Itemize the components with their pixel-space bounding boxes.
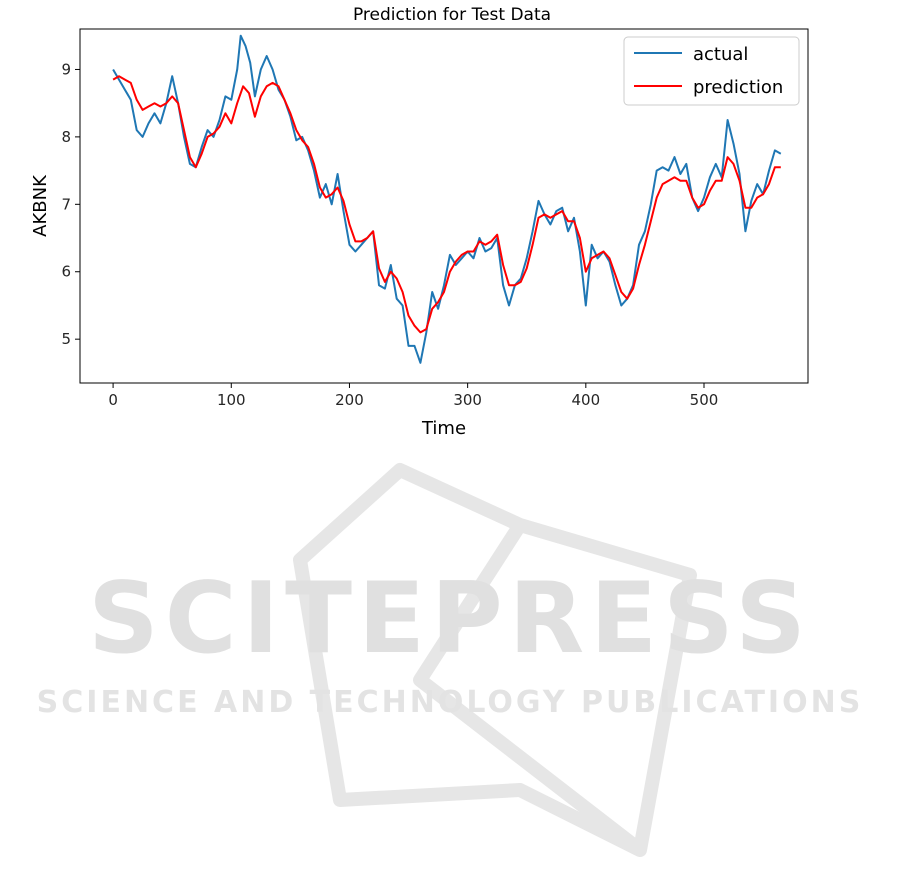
series-line-prediction bbox=[112, 75, 781, 334]
y-tick-label: 8 bbox=[61, 128, 71, 146]
x-tick-label: 500 bbox=[690, 391, 719, 409]
y-axis-label: AKBNK bbox=[30, 174, 51, 237]
book-logo-icon bbox=[293, 463, 697, 857]
y-tick-label: 9 bbox=[61, 60, 71, 78]
y-tick-label: 7 bbox=[61, 195, 71, 213]
x-tick-label: 100 bbox=[217, 391, 246, 409]
x-axis-label: Time bbox=[421, 418, 466, 439]
legend-label-prediction: prediction bbox=[693, 77, 783, 98]
chart-title: Prediction for Test Data bbox=[353, 5, 551, 25]
x-tick-label: 400 bbox=[571, 391, 600, 409]
y-tick-label: 5 bbox=[61, 330, 71, 348]
watermark-tagline: SCIENCE AND TECHNOLOGY PUBLICATIONS bbox=[37, 685, 864, 720]
y-axis-ticks: 5 6 7 8 9 bbox=[61, 60, 80, 348]
x-tick-label: 0 bbox=[108, 391, 118, 409]
series-line-actual bbox=[112, 34, 782, 364]
x-tick-label: 300 bbox=[453, 391, 482, 409]
legend-label-actual: actual bbox=[693, 44, 748, 65]
x-tick-label: 200 bbox=[335, 391, 364, 409]
x-axis-ticks: 0 100 200 300 400 500 bbox=[108, 383, 718, 409]
legend: actual prediction bbox=[623, 36, 800, 106]
series-layer bbox=[112, 34, 782, 364]
y-tick-label: 6 bbox=[61, 263, 71, 281]
watermark-brand: SCITEPRESS bbox=[88, 562, 812, 676]
